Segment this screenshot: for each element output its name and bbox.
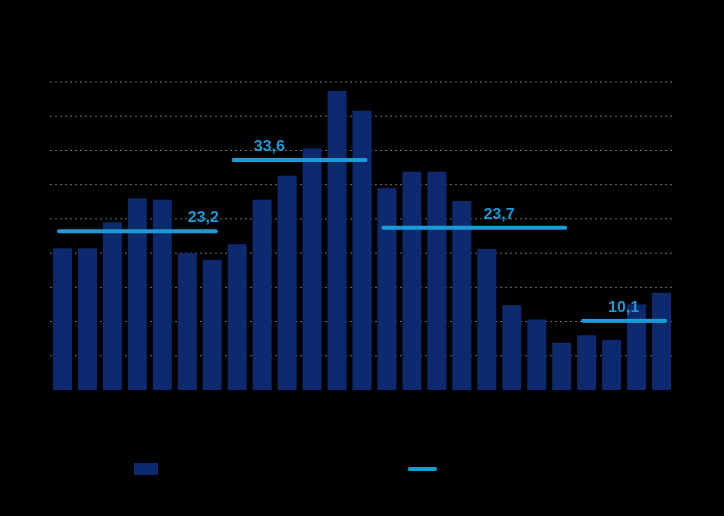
legend-swatch-bars — [134, 463, 158, 475]
bar-9 — [252, 199, 272, 390]
bar-2 — [77, 248, 97, 390]
bar-6 — [177, 253, 197, 390]
bar-14 — [377, 188, 397, 390]
bar-7 — [202, 259, 222, 390]
bar-4 — [127, 198, 147, 390]
bar-23 — [602, 340, 622, 390]
bar-15 — [402, 171, 422, 390]
average-label-1: 23,2 — [188, 209, 219, 226]
average-lines: 23,2 33,6 23,7 10,1 — [56, 138, 668, 323]
average-label-2: 33,6 — [254, 138, 285, 155]
bar-20 — [527, 319, 547, 390]
bar-13 — [352, 110, 372, 390]
legend — [134, 463, 437, 475]
bar-1 — [52, 248, 72, 390]
bar-10 — [277, 175, 297, 390]
bar-18 — [477, 249, 497, 390]
bar-5 — [152, 199, 172, 390]
bar-16 — [427, 171, 447, 390]
bar-24 — [627, 304, 647, 390]
bar-21 — [552, 342, 572, 390]
bar-25 — [652, 292, 672, 390]
bar-19 — [502, 305, 522, 390]
bar-11 — [302, 148, 322, 390]
bars — [52, 90, 672, 391]
bar-8 — [227, 244, 247, 390]
bar-22 — [577, 335, 597, 390]
bar-3 — [102, 222, 122, 390]
bar-17 — [452, 201, 472, 390]
average-label-4: 10,1 — [608, 299, 639, 316]
bar-12 — [327, 90, 347, 391]
average-label-3: 23,7 — [483, 206, 514, 223]
